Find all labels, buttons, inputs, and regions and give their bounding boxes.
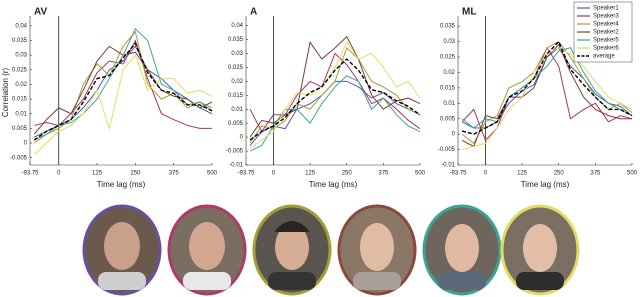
face-portrait	[82, 204, 162, 296]
series-line	[33, 54, 213, 156]
series-line	[33, 42, 213, 141]
y-tick-label: 0	[240, 135, 244, 141]
y-tick-label: 0.02	[443, 70, 455, 76]
x-tick-label: -93.75	[21, 171, 39, 177]
x-tick-label: 125	[92, 171, 103, 177]
y-tick-label: 0.02	[231, 79, 243, 85]
x-tick-label: 125	[305, 171, 316, 177]
x-tick-label: 0	[272, 171, 276, 177]
legend: Speaker1 Speaker3 Speaker4 Speaker2 Speaker5…	[573, 1, 633, 63]
x-tick-label: 375	[590, 171, 601, 177]
x-tick-label: 500	[415, 171, 426, 177]
y-tick-label: 0.005	[228, 121, 244, 127]
y-tick-label: 0.025	[228, 65, 244, 71]
chart-title: A	[250, 7, 257, 18]
x-tick-label: 500	[627, 171, 638, 177]
legend-label: Speaker5	[593, 38, 619, 44]
y-tick-label: 0.025	[440, 55, 456, 61]
x-tick-label: -93.75	[237, 171, 255, 177]
y-tick-label: 0.01	[443, 101, 455, 107]
y-tick-label: 0.035	[440, 24, 456, 30]
face-portrait	[252, 204, 332, 296]
legend-label: Speaker3	[593, 14, 619, 20]
series-line	[33, 27, 213, 141]
y-tick-label: 0.02	[15, 82, 27, 88]
series-line	[461, 47, 633, 151]
series-line	[461, 40, 633, 135]
x-tick-label: -93.75	[449, 171, 467, 177]
series-line	[461, 47, 633, 129]
y-tick-label: 0.035	[228, 37, 244, 43]
y-tick-label: 0.005	[12, 126, 28, 132]
face-portrait	[337, 204, 417, 296]
y-tick-label: 0.04	[231, 23, 243, 29]
legend-label: average	[593, 54, 615, 60]
y-tick-label: 0.015	[12, 97, 28, 103]
series-line	[33, 30, 213, 144]
y-tick-label: 0	[452, 132, 456, 138]
y-tick-label: 0.03	[231, 51, 243, 57]
y-tick-label: 0.015	[440, 85, 456, 91]
face-portrait	[167, 204, 247, 296]
x-tick-label: 250	[130, 171, 141, 177]
y-tick-label: -0.005	[438, 147, 456, 153]
y-tick-label: 0	[24, 141, 28, 147]
legend-label: Speaker4	[593, 22, 619, 28]
y-tick-label: 0.04	[15, 23, 27, 29]
y-tick-label: 0.035	[12, 38, 28, 44]
y-tick-label: 0.025	[12, 67, 28, 73]
legend-label: Speaker1	[593, 6, 619, 12]
y-tick-label: 0.015	[228, 93, 244, 99]
series-line	[249, 80, 421, 146]
face-portrait	[500, 204, 580, 296]
y-tick-label: -0.01	[229, 163, 243, 169]
faces	[82, 204, 580, 296]
series-line	[249, 58, 421, 141]
legend-label: Speaker2	[593, 30, 619, 36]
y-axis-label: Correlation (r)	[1, 67, 10, 117]
series-line	[461, 43, 632, 148]
x-tick-label: 375	[169, 171, 180, 177]
x-tick-label: 125	[517, 171, 528, 177]
x-tick-label: 0	[484, 171, 488, 177]
y-tick-label: 0.03	[443, 39, 455, 45]
chart: AV Correlation (r) Time lag (ms) -0.005 0 0.0…	[1, 7, 218, 189]
y-tick-label: 0.01	[231, 107, 243, 113]
y-tick-label: -0.005	[226, 149, 244, 155]
face-portrait	[422, 204, 502, 296]
x-tick-label: 250	[342, 171, 353, 177]
y-tick-label: -0.01	[441, 163, 455, 169]
y-tick-label: 0.01	[15, 111, 27, 117]
chart: ML Time lag (ms) -0.01 -0.005 0 0.005 0.01 0.01…	[438, 1, 638, 189]
x-tick-label: 500	[207, 171, 218, 177]
x-tick-label: 250	[554, 171, 565, 177]
y-tick-label: -0.005	[10, 155, 28, 161]
series-line	[249, 75, 421, 152]
legend-label: Speaker6	[593, 46, 619, 52]
series-line	[249, 46, 421, 143]
x-axis-label: Time lag (ms)	[97, 180, 146, 189]
y-tick-label: 0.005	[440, 116, 456, 122]
series-line	[249, 52, 421, 133]
series-line	[249, 41, 421, 149]
x-tick-label: 0	[57, 171, 61, 177]
chart-title: ML	[462, 7, 476, 18]
x-axis-label: Time lag (ms)	[309, 180, 358, 189]
y-tick-label: 0.03	[15, 53, 27, 59]
x-axis-label: Time lag (ms)	[521, 180, 570, 189]
series-line	[34, 39, 212, 129]
chart-title: AV	[34, 7, 47, 18]
x-tick-label: 375	[378, 171, 389, 177]
chart: A Time lag (ms) -0.01 -0.005 0 0.005 0.01 0.015…	[226, 7, 426, 189]
